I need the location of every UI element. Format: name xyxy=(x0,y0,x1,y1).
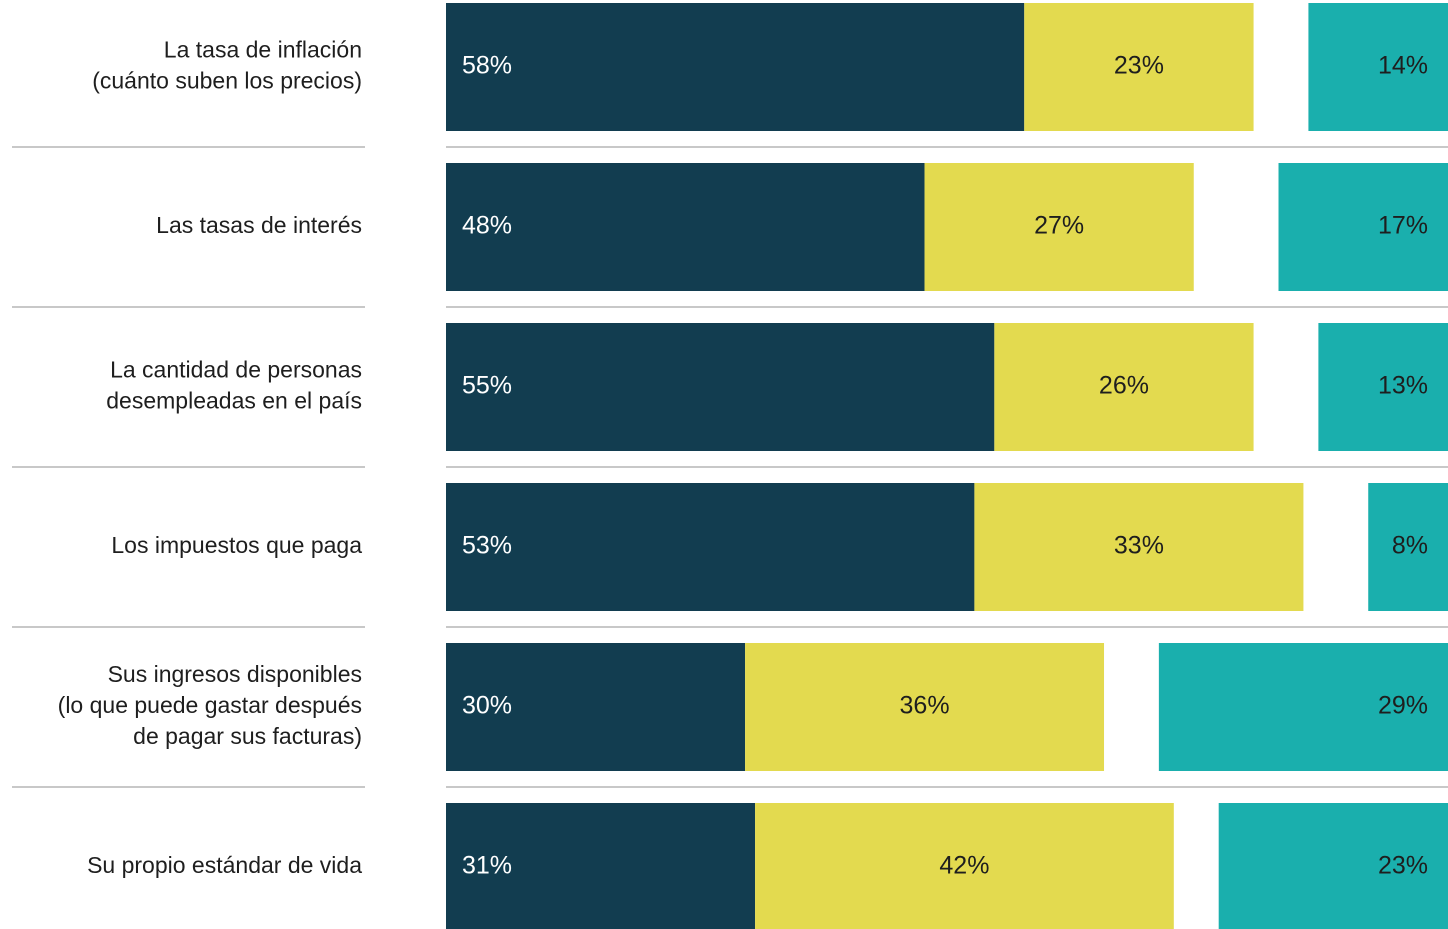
category-label: Sus ingresos disponibles xyxy=(108,661,362,687)
value-label: 53% xyxy=(462,532,512,560)
bar-segment xyxy=(446,323,995,451)
bar-segment xyxy=(755,803,1174,929)
bar-segment xyxy=(974,483,1304,611)
bar-segment xyxy=(994,323,1254,451)
category-label: Los impuestos que paga xyxy=(111,532,362,558)
value-label: 8% xyxy=(1392,532,1428,560)
value-label: 42% xyxy=(939,852,989,880)
value-label: 23% xyxy=(1378,852,1428,880)
bar-segment xyxy=(1308,3,1448,131)
value-label: 27% xyxy=(1034,212,1084,240)
value-label: 26% xyxy=(1099,372,1149,400)
value-label: 17% xyxy=(1378,212,1428,240)
value-label: 30% xyxy=(462,692,512,720)
value-label: 29% xyxy=(1378,692,1428,720)
bar-segment xyxy=(1278,163,1448,291)
bar-segment xyxy=(446,163,925,291)
bar-segment xyxy=(1218,803,1448,929)
category-label: desempleadas en el país xyxy=(106,388,362,414)
value-label: 48% xyxy=(462,212,512,240)
category-label: Su propio estándar de vida xyxy=(87,852,362,878)
bar-segment xyxy=(446,643,746,771)
bar-segment xyxy=(1318,323,1448,451)
bar-segment xyxy=(446,483,975,611)
bar-segment xyxy=(446,803,756,929)
bar-segment xyxy=(1158,643,1448,771)
bar-segment xyxy=(1368,483,1448,611)
bar-segment xyxy=(924,163,1194,291)
category-label: (cuánto suben los precios) xyxy=(92,68,362,94)
category-label: de pagar sus facturas) xyxy=(133,723,362,749)
bar-segment xyxy=(446,3,1025,131)
value-label: 31% xyxy=(462,852,512,880)
value-label: 36% xyxy=(900,692,950,720)
bar-segment xyxy=(1024,3,1254,131)
value-label: 13% xyxy=(1378,372,1428,400)
bar-segment xyxy=(745,643,1105,771)
value-label: 23% xyxy=(1114,52,1164,80)
category-label: La tasa de inflación xyxy=(164,37,362,63)
category-label: La cantidad de personas xyxy=(110,357,362,383)
value-label: 55% xyxy=(462,372,512,400)
value-label: 14% xyxy=(1378,52,1428,80)
value-label: 58% xyxy=(462,52,512,80)
value-label: 33% xyxy=(1114,532,1164,560)
category-label: Las tasas de interés xyxy=(156,212,362,238)
category-label: (lo que puede gastar después xyxy=(58,692,362,718)
